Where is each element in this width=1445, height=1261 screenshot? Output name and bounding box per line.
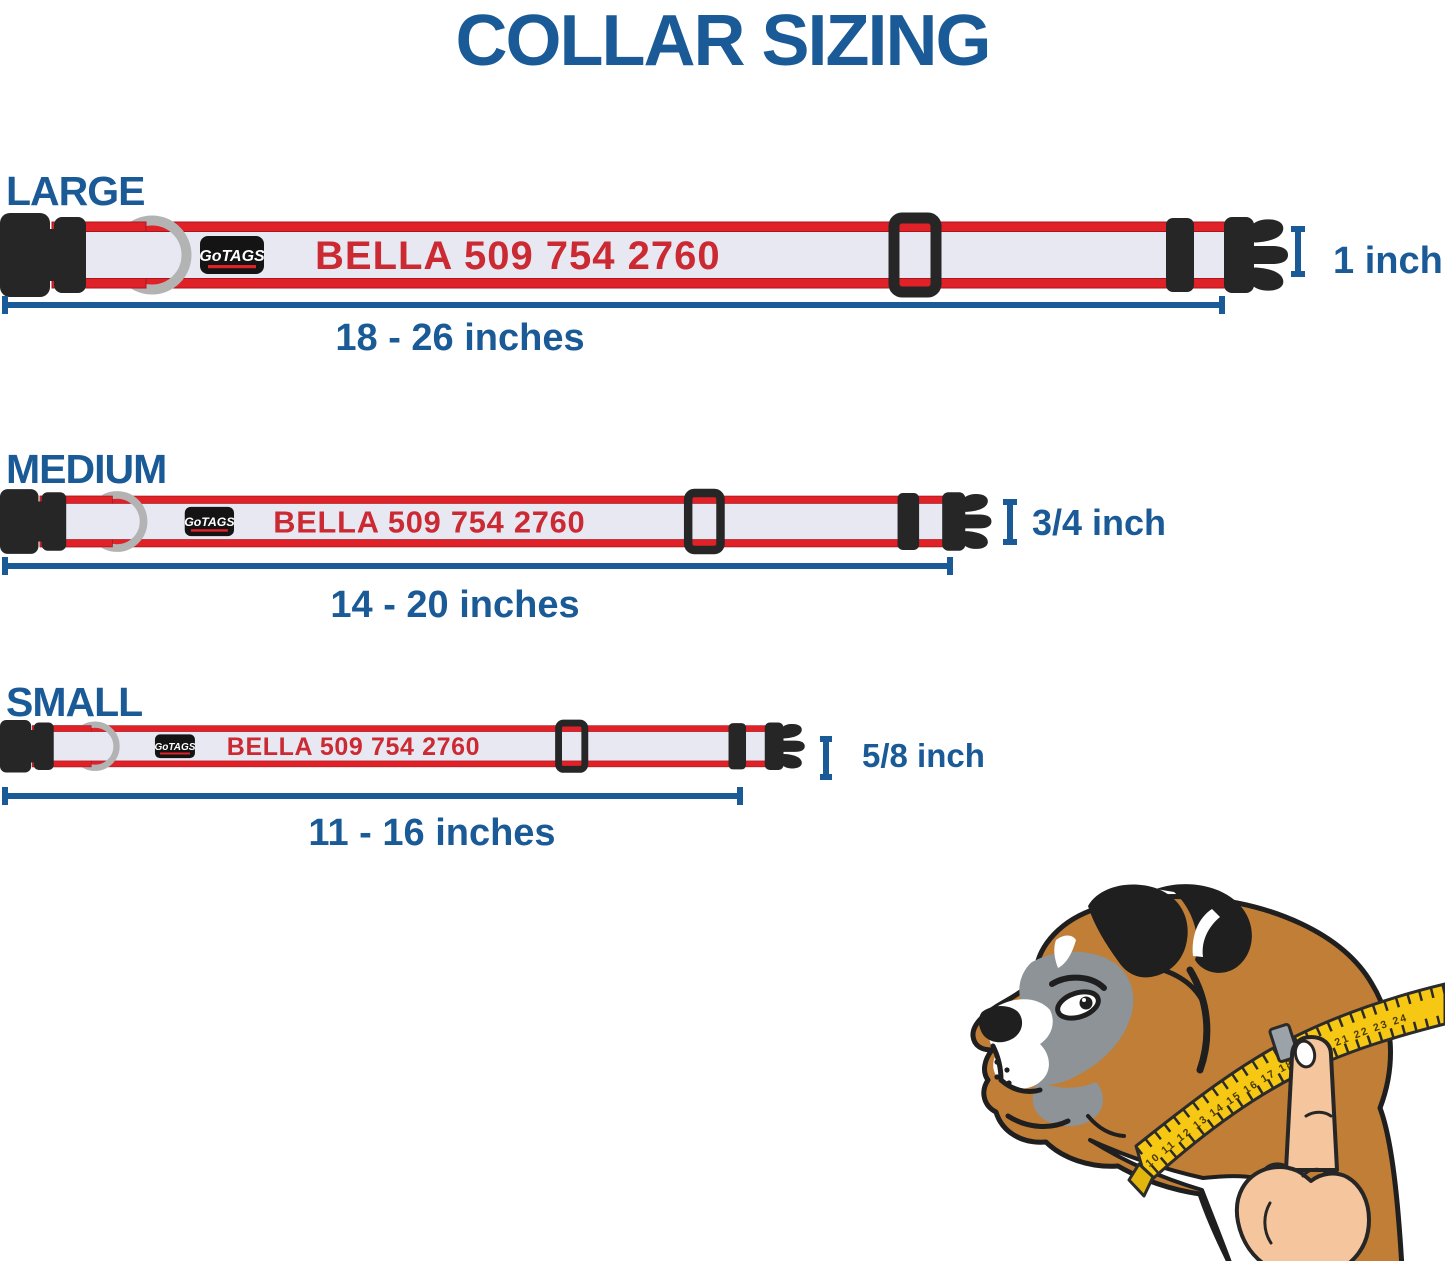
width-bracket-medium: [1003, 499, 1017, 545]
lip-line: [990, 1043, 1004, 1083]
collar-illustration-small: GoTAGS BELLA 509 754 2760: [0, 719, 805, 773]
buckle-female: [0, 489, 67, 554]
brand-and-name: GoTAGS BELLA 509 754 2760: [199, 234, 721, 278]
size-label-large: LARGE: [6, 168, 145, 214]
tape-ticks-top: [1134, 985, 1445, 1155]
dog-blaze: [1054, 935, 1076, 968]
buckle-male: [728, 722, 805, 770]
length-range-medium: 14 - 20 inches: [330, 584, 580, 626]
width-label-small: 5/8 inch: [862, 737, 985, 774]
neck-crease-line: [1186, 966, 1211, 1074]
slider: [555, 719, 589, 773]
dog-ear-front: [1088, 884, 1188, 978]
dog-gray-jowl: [1032, 1080, 1103, 1127]
dog-measuring-illustration: 10 11 12 13 14 15 16 17 18 19 20 21 22 2…: [970, 884, 1445, 1261]
ear-gap: [1192, 909, 1220, 957]
personalization-text: BELLA 509 754 2760: [315, 234, 721, 278]
dog-pupil: [1079, 996, 1093, 1010]
thumb-crease: [1263, 1201, 1273, 1245]
brand-logo-text: GoTAGS: [199, 248, 265, 265]
buckle-male: [1166, 217, 1288, 293]
size-label-medium: MEDIUM: [6, 446, 167, 492]
buckle-male: [897, 492, 992, 551]
width-bracket-small: [820, 736, 832, 780]
brand-and-name: GoTAGS BELLA 509 754 2760: [155, 733, 480, 761]
collar-illustration-large: GoTAGS BELLA 509 754 2760: [0, 212, 1288, 298]
width-label-medium: 3/4 inch: [1032, 502, 1167, 543]
buckle-female: [0, 719, 54, 773]
width-label-large: 1 inch: [1333, 240, 1443, 282]
tape-band: [1134, 982, 1445, 1186]
chin-line: [1086, 1114, 1126, 1138]
personalization-text: BELLA 509 754 2760: [273, 504, 585, 539]
index-finger: [1284, 1035, 1339, 1172]
page-title: COLLAR SIZING: [455, 1, 992, 81]
flew-line: [998, 1077, 1043, 1095]
brand-and-name: GoTAGS BELLA 509 754 2760: [184, 504, 585, 539]
slider: [683, 488, 725, 555]
hand: [1234, 1035, 1371, 1261]
length-line-medium: [2, 557, 953, 575]
brand-logo: GoTAGS: [155, 734, 196, 759]
slider: [888, 212, 942, 298]
collar-illustration-medium: GoTAGS BELLA 509 754 2760: [0, 488, 992, 555]
finger-crease: [1304, 1110, 1333, 1118]
length-range-small: 11 - 16 inches: [308, 812, 556, 854]
dog-nose: [978, 1006, 1023, 1043]
knuckle-line-2: [1301, 1167, 1330, 1178]
brand-logo: GoTAGS: [199, 236, 265, 274]
jowl-line: [1005, 1113, 1071, 1129]
buckle-female: [0, 213, 86, 297]
brand-logo-text: GoTAGS: [155, 742, 196, 753]
eye-glint: [1082, 998, 1086, 1002]
length-line-small: [2, 787, 743, 805]
size-label-small: SMALL: [6, 679, 143, 725]
collar-band: [51, 221, 1233, 289]
tape-end-fold: [1127, 1162, 1155, 1198]
dog-brow: [1049, 974, 1107, 991]
length-range-large: 18 - 26 inches: [335, 317, 585, 359]
width-bracket-large: [1291, 226, 1305, 277]
knuckle-line-1: [1262, 1162, 1292, 1172]
personalization-text: BELLA 509 754 2760: [227, 733, 480, 761]
brand-logo-text: GoTAGS: [184, 515, 235, 529]
fist: [1234, 1165, 1371, 1261]
fingernail: [1293, 1039, 1317, 1069]
brand-logo: GoTAGS: [184, 506, 235, 537]
length-line-large: [2, 296, 1225, 314]
